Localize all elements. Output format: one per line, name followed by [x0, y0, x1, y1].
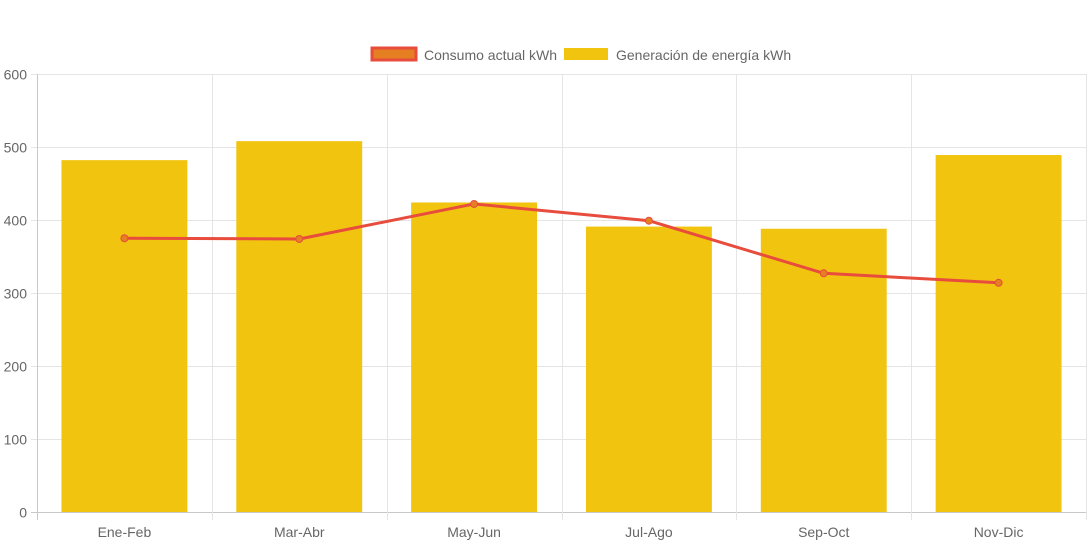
x-tick-label: Mar-Abr — [274, 524, 325, 540]
x-tick-label: Ene-Feb — [98, 524, 152, 540]
y-tick-label: 0 — [19, 505, 27, 521]
y-tick-label: 100 — [4, 432, 28, 448]
y-tick-label: 200 — [4, 359, 28, 375]
data-point — [644, 216, 653, 225]
x-tick-label: Nov-Dic — [974, 524, 1024, 540]
grid — [31, 74, 1087, 520]
legend-swatch — [564, 48, 608, 60]
legend: Consumo actual kWh Generación de energía … — [370, 46, 791, 63]
bar — [585, 226, 712, 512]
bar — [935, 155, 1062, 512]
axes: 0 100 200 300 400 500 600 Ene-Feb Mar-Abr May-Jun… — [4, 67, 1024, 541]
legend-label: Generación de energía kWh — [616, 47, 791, 63]
y-tick-label: 500 — [4, 140, 28, 156]
legend-swatch — [370, 46, 418, 62]
series-line — [124, 202, 999, 285]
x-tick-label: Sep-Oct — [798, 524, 849, 540]
bar — [411, 202, 538, 513]
bar — [236, 141, 363, 512]
y-tick-label: 300 — [4, 286, 28, 302]
y-tick-label: 600 — [4, 67, 28, 83]
data-point — [470, 199, 479, 208]
data-point — [819, 269, 828, 278]
x-tick-label: Jul-Ago — [625, 524, 673, 540]
data-point — [994, 278, 1003, 287]
line-series — [120, 199, 1003, 287]
data-point — [295, 234, 304, 243]
y-tick-label: 400 — [4, 213, 28, 229]
bar — [61, 160, 188, 512]
data-point — [120, 234, 129, 243]
x-tick-label: May-Jun — [447, 524, 501, 540]
bar-series — [61, 141, 1062, 513]
legend-label: Consumo actual kWh — [424, 47, 557, 63]
